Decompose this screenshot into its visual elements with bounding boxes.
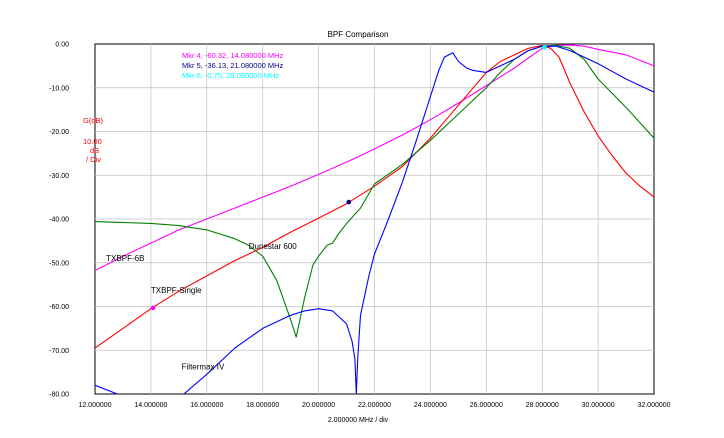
- y-axis-label-line: 10.00: [83, 137, 102, 146]
- marker-point: [542, 44, 547, 50]
- series-line: [95, 45, 654, 394]
- y-axis-ticks: 0.00 -10.00 -20.00 -30.00 -40.00 -50.00 -60.00…: [49, 42, 69, 399]
- x-tick-label: 22.000000: [358, 402, 391, 409]
- series-label: TXBPF-Single: [151, 286, 202, 295]
- y-tick-label: -60.00: [49, 304, 69, 311]
- marker-points: [150, 44, 547, 311]
- series-label: Dunestar 600: [249, 242, 298, 251]
- y-tick-label: -70.00: [49, 348, 69, 355]
- y-tick-label: -20.00: [49, 129, 69, 136]
- y-tick-label: -50.00: [49, 260, 69, 267]
- series-label: Filtermax IV: [182, 363, 225, 372]
- y-tick-label: -10.00: [49, 85, 69, 92]
- marker-readout: Mkr 6, -0.75, 28.080000 MHz: [182, 71, 279, 80]
- series-line: [95, 44, 654, 272]
- marker-readout: Mkr 4, -60.32, 14.080000 MHz: [182, 51, 284, 60]
- y-tick-label: -30.00: [49, 173, 69, 180]
- x-tick-label: 24.000000: [414, 402, 447, 409]
- chart-title: BPF Comparison: [328, 30, 389, 39]
- x-tick-label: 14.000000: [134, 402, 167, 409]
- x-tick-label: 12.000000: [78, 402, 111, 409]
- x-tick-label: 32.000000: [637, 402, 670, 409]
- x-tick-label: 30.000000: [582, 402, 615, 409]
- x-axis-ticks: 12.000000 14.000000 16.000000 18.000000 20.0…: [78, 402, 670, 409]
- y-tick-label: -80.00: [49, 392, 69, 399]
- y-tick-label: 0.00: [55, 42, 69, 49]
- x-tick-label: 28.000000: [526, 402, 559, 409]
- x-tick-label: 16.000000: [190, 402, 223, 409]
- marker-point: [150, 305, 156, 311]
- series-line: [95, 44, 654, 349]
- series-labels: TXBPF-6B TXBPF-Single Dunestar 600 Filterma…: [106, 242, 297, 372]
- x-axis-label: 2.000000 MHz / div: [328, 417, 389, 424]
- y-axis-label-line: dB: [90, 146, 99, 155]
- chart-grid: [94, 43, 655, 395]
- chart-series: [95, 44, 654, 394]
- y-axis-label-line: / Div: [86, 155, 101, 164]
- y-axis-label-line: G(dB): [83, 116, 104, 125]
- x-tick-label: 20.000000: [302, 402, 335, 409]
- x-tick-label: 26.000000: [470, 402, 503, 409]
- marker-point: [346, 199, 352, 205]
- marker-readout: Mkr 5, -36.13, 21.080000 MHz: [182, 61, 284, 70]
- y-tick-label: -40.00: [49, 217, 69, 224]
- y-axis-label: G(dB) 10.00 dB / Div: [83, 116, 104, 164]
- x-tick-label: 18.000000: [246, 402, 279, 409]
- series-label: TXBPF-6B: [106, 254, 144, 263]
